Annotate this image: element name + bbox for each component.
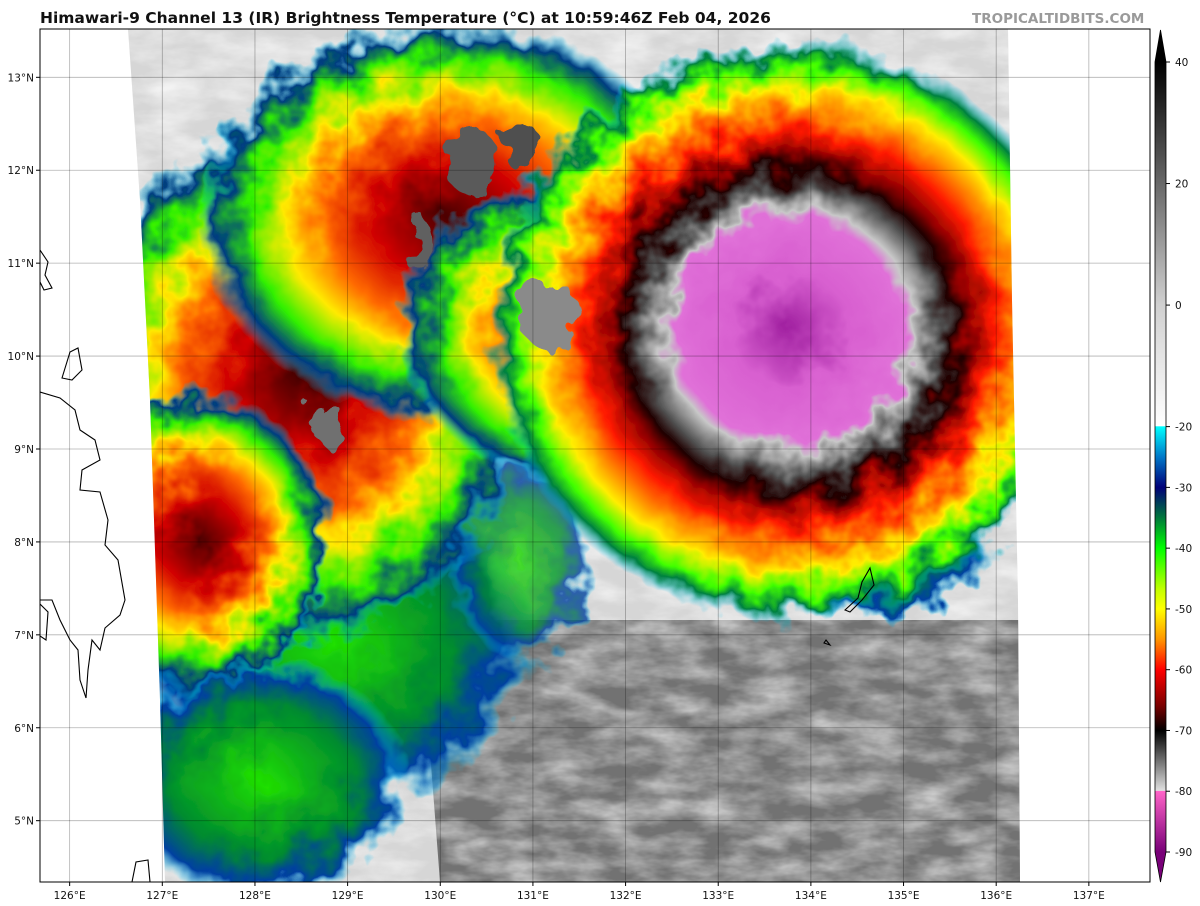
colorbar-tick-label: -70 [1175,725,1192,737]
lat-tick-label: 11°N [8,258,34,270]
colorbar-tick-label: -40 [1175,543,1192,555]
lon-tick-label: 135°E [888,890,920,902]
lon-tick-label: 131°E [517,890,549,902]
satellite-imagery [128,29,1020,882]
lat-tick-label: 6°N [14,723,34,735]
colorbar-scale [1154,29,1167,883]
lon-tick-label: 126°E [54,890,86,902]
latitude-axis: 5°N 6°N 7°N 8°N 9°N 10°N 11°N 12°N 13°N [8,72,40,828]
lat-tick-label: 5°N [14,816,34,828]
lon-tick-label: 127°E [146,890,178,902]
lon-tick-label: 132°E [610,890,642,902]
lon-tick-label: 129°E [332,890,364,902]
lat-tick-label: 13°N [8,72,34,84]
colorbar-tick-label: 20 [1175,179,1188,191]
lon-tick-label: 128°E [239,890,271,902]
lat-tick-label: 8°N [14,537,34,549]
colorbar-tick-label: -20 [1175,422,1192,434]
lat-tick-label: 9°N [14,444,34,456]
lat-tick-label: 7°N [14,630,34,642]
colorbar-tick-label: 40 [1175,57,1188,69]
lon-tick-label: 136°E [980,890,1012,902]
gridlines [40,29,1150,882]
lon-tick-label: 133°E [702,890,734,902]
map-frame [39,28,1151,883]
lat-tick-label: 12°N [8,165,34,177]
colorbar-tick-label: -60 [1175,665,1192,677]
lon-tick-label: 137°E [1073,890,1105,902]
lon-tick-label: 134°E [795,890,827,902]
colorbar-tick-label: 0 [1175,300,1182,312]
lon-tick-label: 130°E [424,890,456,902]
colorbar-tick-label: -50 [1175,604,1192,616]
coastlines [40,249,875,882]
map-title: Himawari-9 Channel 13 (IR) Brightness Te… [40,9,771,27]
colorbar-tick-label: -80 [1175,786,1192,798]
brand-watermark: TROPICALTIDBITS.COM [972,11,1145,27]
lat-tick-label: 10°N [8,351,34,363]
colorbar-tick-label: -30 [1175,482,1192,494]
colorbar-tick-label: -90 [1175,847,1192,859]
colorbar: 40 20 0 -20 -30 -40 -50 -60 -70 -80 -90 [1154,29,1192,883]
longitude-axis: 126°E 127°E 128°E 129°E 130°E 131°E 132°E 133°E… [54,882,1105,902]
